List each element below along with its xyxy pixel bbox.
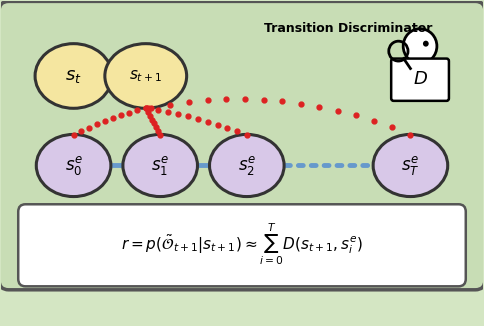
Ellipse shape <box>210 134 284 197</box>
Text: $\boldsymbol{s_0^e}$: $\boldsymbol{s_0^e}$ <box>64 154 83 177</box>
FancyBboxPatch shape <box>18 204 466 286</box>
FancyBboxPatch shape <box>0 1 484 290</box>
Text: Transition Discriminator: Transition Discriminator <box>264 22 432 35</box>
Text: $\boldsymbol{s_1^e}$: $\boldsymbol{s_1^e}$ <box>151 154 169 177</box>
Text: $\boldsymbol{s_2^e}$: $\boldsymbol{s_2^e}$ <box>238 154 256 177</box>
Text: $\boldsymbol{s_{t+1}}$: $\boldsymbol{s_{t+1}}$ <box>129 68 162 84</box>
Ellipse shape <box>105 44 187 108</box>
FancyBboxPatch shape <box>391 59 449 101</box>
Text: $r = p(\tilde{\mathcal{O}}_{t+1}|s_{t+1}) \approx \sum_{i=0}^{T} D(s_{t+1}, s_i^: $r = p(\tilde{\mathcal{O}}_{t+1}|s_{t+1}… <box>121 221 363 267</box>
Ellipse shape <box>123 134 197 197</box>
Circle shape <box>403 29 437 64</box>
Ellipse shape <box>35 44 112 108</box>
Text: $\boldsymbol{s_T^e}$: $\boldsymbol{s_T^e}$ <box>401 154 420 177</box>
Ellipse shape <box>36 134 111 197</box>
Circle shape <box>423 41 429 47</box>
Ellipse shape <box>373 134 448 197</box>
Text: $\boldsymbol{s_t}$: $\boldsymbol{s_t}$ <box>65 67 82 85</box>
Text: $D$: $D$ <box>412 70 427 88</box>
